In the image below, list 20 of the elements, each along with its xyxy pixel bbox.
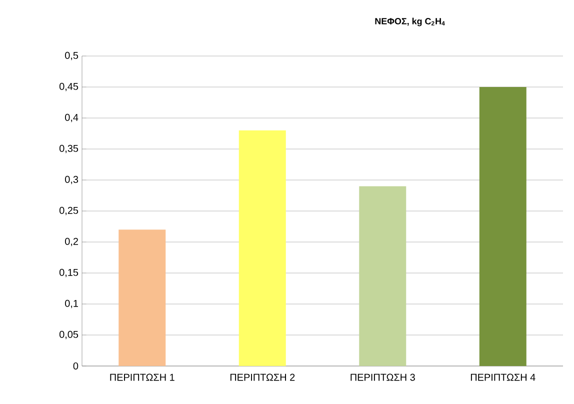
y-tick-label: 0,25 bbox=[59, 206, 78, 216]
x-tick-label: ΠΕΡΙΠΤΩΣΗ 1 bbox=[110, 374, 174, 381]
y-tick-label: 0,4 bbox=[65, 114, 78, 122]
y-tick-label: 0,3 bbox=[65, 176, 78, 184]
bar bbox=[238, 130, 286, 366]
y-tick-label: 0,2 bbox=[65, 238, 78, 246]
x-tick-label: ΠΕΡΙΠΤΩΣΗ 4 bbox=[470, 374, 536, 381]
y-tick-label: 0 bbox=[73, 362, 78, 370]
y-tick-label: 0,45 bbox=[59, 82, 78, 92]
y-tick-label: 0,5 bbox=[65, 52, 78, 60]
y-tick-label: 0,05 bbox=[59, 330, 78, 340]
x-tick-label: ΠΕΡΙΠΤΩΣΗ 3 bbox=[350, 374, 415, 381]
y-tick-label: 0,15 bbox=[59, 268, 78, 278]
bar bbox=[118, 230, 166, 366]
x-tick-label: ΠΕΡΙΠΤΩΣΗ 2 bbox=[230, 374, 295, 381]
bar bbox=[359, 186, 406, 366]
y-tick-label: 0,35 bbox=[59, 144, 78, 154]
bar bbox=[479, 87, 526, 366]
y-tick-label: 0,1 bbox=[65, 300, 78, 308]
chart-title: ΝΕΦΟΣ, kg C$_{2}$H$_{4}$ bbox=[375, 18, 445, 26]
